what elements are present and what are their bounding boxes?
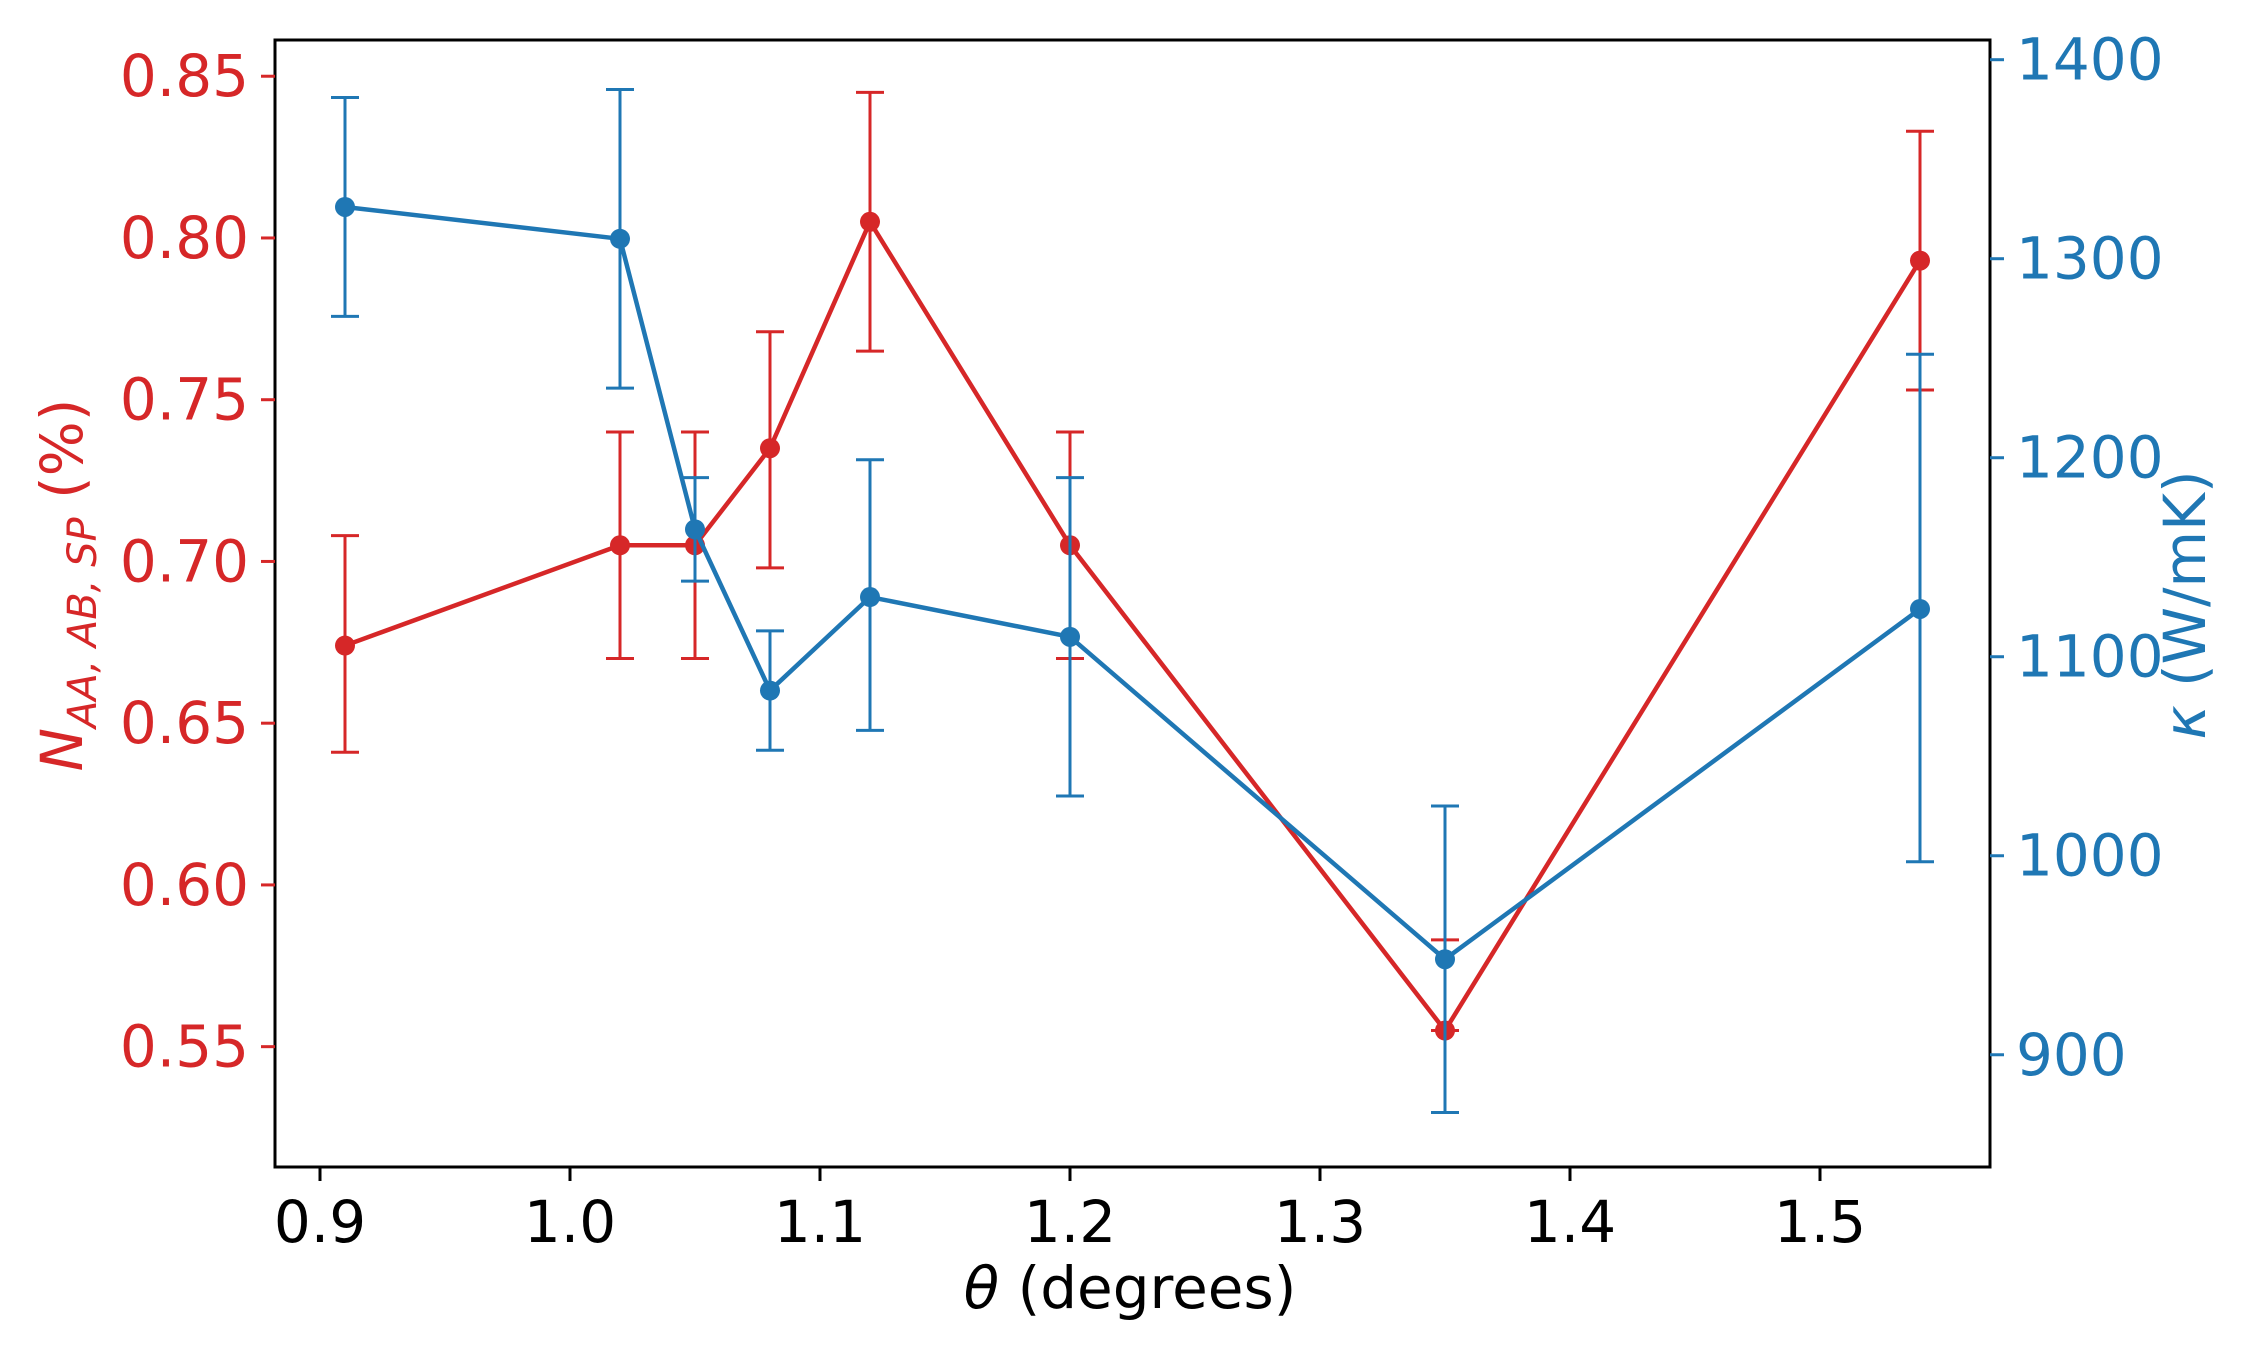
x-tick-label: 1.5 (1774, 1188, 1866, 1256)
right-y-tick-label: 1400 (2016, 26, 2164, 94)
x-tick-label: 1.0 (524, 1188, 616, 1256)
right-y-tick-label: 1000 (2016, 822, 2164, 890)
x-tick-label: 1.4 (1524, 1188, 1616, 1256)
data-point (610, 535, 630, 556)
left-y-tick-label: 0.65 (120, 689, 249, 757)
left-y-tick-label: 0.55 (120, 1013, 249, 1081)
data-point (335, 635, 355, 656)
data-point (860, 211, 880, 232)
data-point (685, 519, 705, 540)
right-y-axis-title: κ (W/mK) (2151, 470, 2219, 739)
plot-layer (331, 88, 1934, 1114)
series-line (344, 219, 1922, 1033)
left-y-tick-label: 0.80 (120, 204, 249, 272)
data-point (610, 228, 630, 249)
data-point (760, 438, 780, 459)
left-y-axis-title: NAA, AB, SP (%) (28, 399, 106, 772)
data-point (760, 680, 780, 701)
data-point (335, 196, 355, 217)
x-axis-title: θ (degrees) (964, 1254, 1297, 1322)
x-tick-label: 1.1 (774, 1188, 866, 1256)
series-line (344, 204, 1922, 962)
axes-frame (273, 38, 1992, 1169)
right-y-tick-label: 1100 (2016, 623, 2164, 691)
labels-layer: θ (degrees) NAA, AB, SP (%) κ (W/mK) (28, 399, 2219, 1322)
data-point (860, 587, 880, 608)
right-y-tick-label: 900 (2016, 1021, 2127, 1089)
x-tick-label: 1.2 (1024, 1188, 1116, 1256)
left-y-tick-label: 0.85 (120, 42, 249, 110)
data-point (1910, 250, 1930, 271)
data-point (1060, 626, 1080, 647)
left-y-tick-label: 0.70 (120, 527, 249, 595)
ticks-layer: 0.9 1.0 1.1 1.2 1.3 1.4 1.5 0.55 0.60 0.65 0.70 0.7… (120, 26, 2164, 1256)
left-y-tick-label: 0.60 (120, 851, 249, 919)
x-tick-label: 1.3 (1274, 1188, 1366, 1256)
data-point (1910, 598, 1930, 619)
data-point (1435, 949, 1455, 970)
right-y-tick-label: 1300 (2016, 225, 2164, 293)
right-y-tick-label: 1200 (2016, 424, 2164, 492)
x-tick-label: 0.9 (274, 1188, 366, 1256)
left-y-tick-label: 0.75 (120, 366, 249, 434)
series-kappa (331, 88, 1934, 1114)
